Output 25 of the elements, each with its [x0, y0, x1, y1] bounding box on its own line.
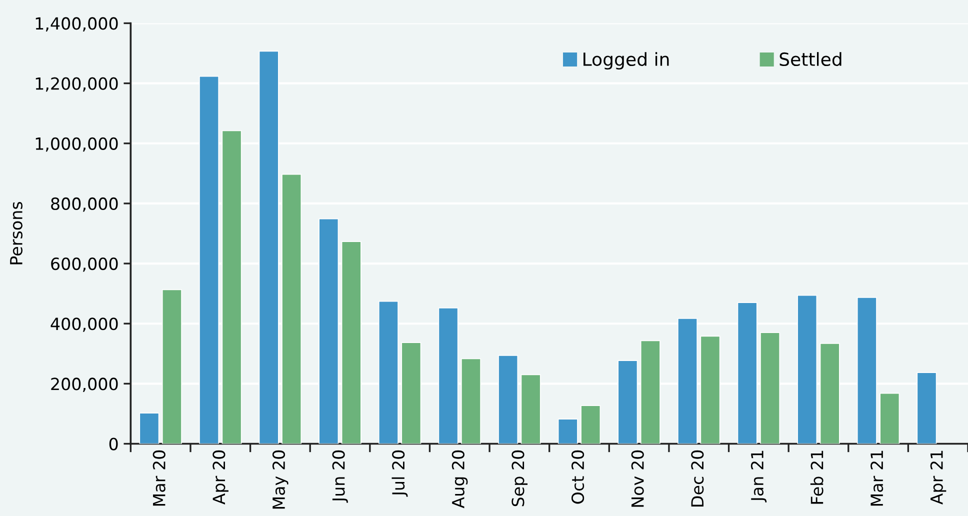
- y-tick-label: 0: [109, 438, 118, 450]
- x-tick-label: Mar 21: [870, 450, 884, 506]
- y-axis-title: Persons: [10, 202, 22, 264]
- x-tick-label: Oct 20: [571, 450, 584, 504]
- y-tick-label: 1,400,000: [36, 17, 118, 32]
- x-tick-label: Dec 20: [691, 450, 704, 506]
- x-tick-label: May 20: [272, 450, 288, 509]
- x-tick-label: Jan 21: [750, 450, 767, 502]
- x-tick-label: Nov 20: [631, 450, 644, 507]
- legend-label: Settled: [780, 52, 842, 66]
- legend-label: Logged in: [584, 52, 669, 70]
- y-tick-label: 600,000: [51, 257, 118, 272]
- y-tick-label: 800,000: [51, 197, 118, 212]
- x-tick-label: Aug 20: [452, 450, 468, 508]
- x-tick-label: Mar 20: [152, 450, 166, 506]
- y-tick-label: 1,200,000: [36, 77, 118, 92]
- x-tick-label: Apr 20: [212, 450, 228, 505]
- x-tick-label: Apr 21: [930, 450, 946, 505]
- y-tick-label: 400,000: [50, 318, 118, 332]
- x-tick-label: Feb 21: [810, 450, 824, 504]
- y-tick-label: 1,000,000: [36, 137, 118, 152]
- x-tick-label: Sep 20: [512, 450, 528, 506]
- x-tick-label: Jul 20: [392, 450, 408, 497]
- x-tick-label: Jun 20: [332, 450, 348, 503]
- y-tick-label: 200,000: [51, 378, 118, 392]
